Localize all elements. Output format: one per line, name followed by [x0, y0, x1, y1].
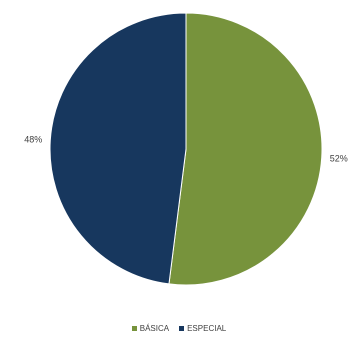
legend-swatch-basica	[131, 326, 137, 331]
pie-slices	[49, 12, 323, 286]
data-label-basica: 52%	[330, 154, 348, 164]
legend-label-especial: ESPECIAL	[187, 324, 227, 333]
pie-slice-basica	[168, 12, 323, 286]
data-label-especial: 48%	[24, 134, 42, 144]
pie-data-labels: 52% 48%	[24, 134, 347, 163]
legend-swatch-especial	[179, 326, 185, 331]
legend-item-especial: ESPECIAL	[179, 324, 226, 333]
pie-slice-especial	[49, 12, 187, 285]
legend-item-basica: BÁSICA	[131, 324, 170, 333]
legend-label-basica: BÁSICA	[139, 324, 170, 333]
legend: BÁSICA ESPECIAL	[0, 324, 358, 333]
